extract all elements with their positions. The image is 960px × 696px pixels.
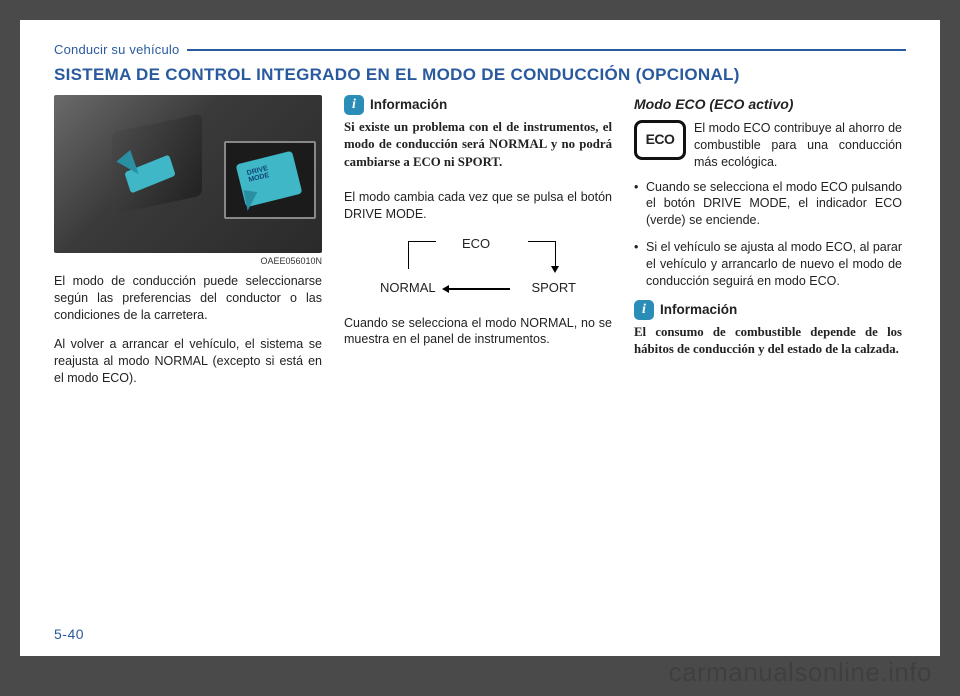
col2-para-1: El modo cambia cada vez que se pulsa el … [344, 189, 612, 223]
page-number: 5-40 [54, 626, 84, 642]
info-title-2: Información [660, 301, 737, 319]
page-title: SISTEMA DE CONTROL INTEGRADO EN EL MODO … [54, 65, 906, 85]
section-name: Conducir su vehículo [54, 42, 179, 57]
col1-para-2: Al volver a arrancar el vehículo, el sis… [54, 336, 322, 387]
eco-bullets: Cuando se selecciona el modo ECO pulsand… [634, 179, 902, 290]
info-heading: i Información [344, 95, 612, 115]
photo-inset-arrow-icon [241, 190, 258, 212]
info-title: Información [370, 96, 447, 114]
info-icon: i [344, 95, 364, 115]
header-rule [187, 49, 906, 51]
cycle-arrow-icon [448, 288, 510, 290]
column-2: i Información Si existe un problema con … [344, 95, 612, 398]
info-body-2: El consumo de combustible depende de los… [634, 324, 902, 359]
cycle-arrow-icon [528, 241, 556, 269]
eco-row: ECO El modo ECO contribuye al ahorro de … [634, 120, 902, 171]
col2-para-2: Cuando se selecciona el modo NORMAL, no … [344, 315, 612, 349]
eco-intro-text: El modo ECO contribuye al ahorro de comb… [694, 120, 902, 171]
cycle-normal: NORMAL [380, 279, 436, 297]
col1-para-1: El modo de conducción puede seleccionars… [54, 273, 322, 324]
photo-inset [224, 141, 316, 219]
manual-page: Conducir su vehículo SISTEMA DE CONTROL … [20, 20, 940, 656]
cycle-sport: SPORT [531, 279, 576, 297]
photo-reference: OAEE056010N [54, 255, 322, 267]
columns: OAEE056010N El modo de conducción puede … [54, 95, 906, 398]
info-icon: i [634, 300, 654, 320]
header-line: Conducir su vehículo [54, 42, 906, 57]
info-heading-2: i Información [634, 300, 902, 320]
column-3: Modo ECO (ECO activo) ECO El modo ECO co… [634, 95, 902, 398]
eco-subheading: Modo ECO (ECO activo) [634, 95, 902, 114]
info-body: Si existe un problema con el de instrume… [344, 119, 612, 171]
drive-mode-photo [54, 95, 322, 253]
cycle-eco: ECO [462, 235, 490, 253]
eco-bullet-2: Si el vehículo se ajusta al modo ECO, al… [634, 239, 902, 290]
eco-icon: ECO [634, 120, 686, 160]
cycle-arrow-icon [408, 241, 436, 269]
watermark: carmanualsonline.info [669, 657, 932, 688]
column-1: OAEE056010N El modo de conducción puede … [54, 95, 322, 398]
eco-bullet-1: Cuando se selecciona el modo ECO pulsand… [634, 179, 902, 230]
mode-cycle-diagram: ECO NORMAL SPORT [378, 235, 578, 297]
